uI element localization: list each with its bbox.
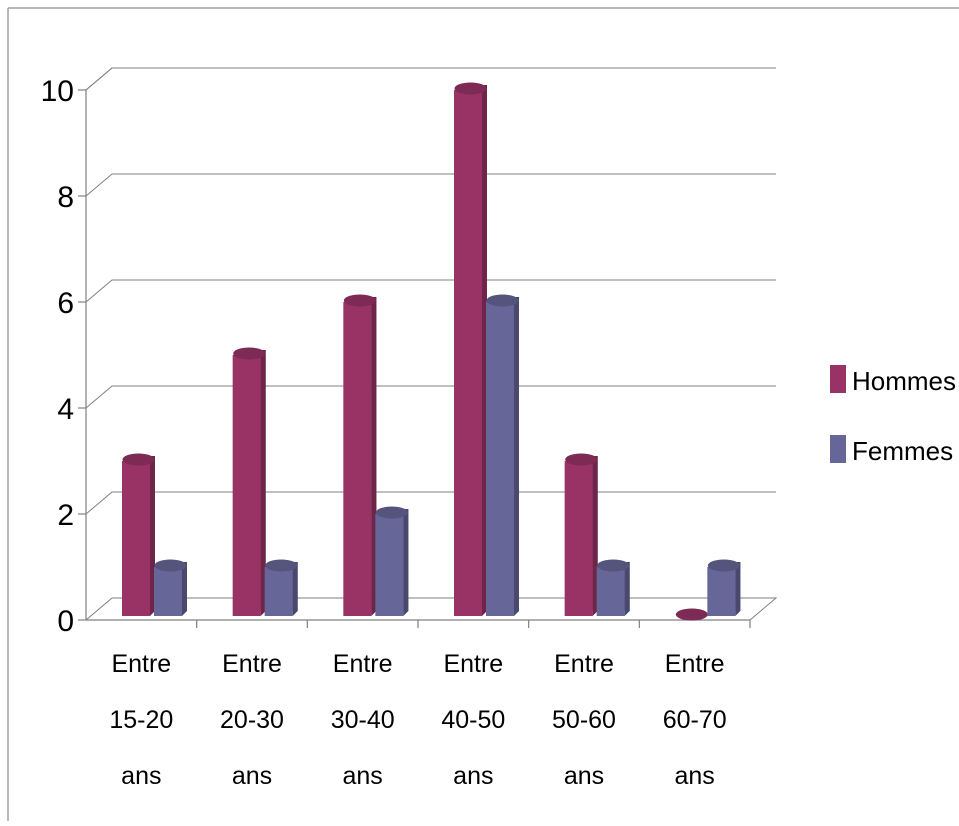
x-category-label: 40-50 (441, 706, 505, 734)
bar-femmes (486, 294, 519, 616)
x-category-label: Entre (111, 650, 171, 678)
bar-side-face (150, 456, 155, 616)
legend-label-hommes: Hommes (852, 366, 956, 396)
bar-top (233, 347, 266, 360)
y-tick-label: 10 (41, 75, 74, 108)
x-category-label: ans (343, 762, 383, 790)
bar-top (154, 559, 187, 572)
back-wall-top-edge (85, 67, 776, 91)
x-category-label: 60-70 (663, 706, 727, 734)
gridline (85, 173, 776, 197)
bar-femmes (596, 559, 630, 616)
bar-hommes (232, 347, 266, 616)
x-category-label: Entre (554, 650, 614, 678)
x-category-label: Entre (222, 650, 282, 678)
bar-side-face (624, 562, 630, 616)
x-category-label: ans (564, 762, 604, 790)
bar-body (375, 514, 404, 616)
bar-body (454, 90, 482, 616)
bar-body (264, 567, 293, 616)
x-category-label: 30-40 (331, 706, 395, 734)
y-tick-label: 2 (57, 499, 74, 532)
y-tick-label: 4 (57, 393, 74, 426)
bar-top (707, 559, 740, 572)
bar-body (486, 302, 514, 616)
bar-hommes (675, 608, 708, 621)
bar-side-face (592, 456, 598, 616)
bar-body (343, 302, 372, 616)
bar-femmes (707, 559, 741, 616)
legend-swatch-hommes (830, 365, 846, 393)
plot-walls (84, 67, 778, 621)
bar-side-face (371, 297, 377, 616)
bar-body (596, 567, 625, 616)
x-category-label: 50-60 (552, 706, 616, 734)
x-category-label: Entre (443, 650, 503, 678)
bar-femmes (375, 506, 409, 616)
bar-hommes (122, 453, 155, 616)
x-category-label: ans (232, 762, 272, 790)
bar-side-face (182, 562, 187, 616)
gridline (85, 279, 776, 303)
bar-body (232, 355, 261, 616)
x-category-label: ans (675, 762, 715, 790)
bar-top (343, 294, 376, 307)
x-category-label: 20-30 (220, 706, 284, 734)
gridlines (85, 67, 776, 515)
axes (78, 89, 751, 628)
x-category-label: Entre (665, 650, 725, 678)
bar-body (707, 567, 736, 616)
bar-body (564, 461, 593, 616)
bar-side-face (735, 562, 741, 616)
y-tick-label: 0 (57, 605, 74, 638)
bar-top (122, 453, 155, 466)
bar-top (375, 506, 408, 519)
bar-hommes (343, 294, 377, 616)
bar-side-face (260, 350, 266, 616)
bar-side-face (292, 562, 298, 616)
bar-femmes (264, 559, 298, 616)
x-category-label: ans (453, 762, 493, 790)
bar-top (565, 453, 598, 466)
bar-femmes (154, 559, 187, 616)
bar-hommes (564, 453, 598, 616)
y-tick-label: 6 (57, 287, 74, 320)
x-category-label: 15-20 (109, 706, 173, 734)
legend: Hommes Femmes (830, 365, 956, 466)
x-category-labels: Entre 15-20 ans Entre 20-30 ans Entre 30-40 ans E… (109, 650, 726, 790)
bar-side-face (482, 85, 487, 616)
gridline (85, 385, 776, 409)
bar-side-face (403, 509, 409, 616)
bar-top (486, 294, 519, 307)
y-tick-labels: 0 2 4 6 8 10 (41, 75, 74, 638)
x-category-label: ans (121, 762, 161, 790)
bar-top (454, 82, 487, 95)
floor-outline (84, 597, 778, 621)
legend-swatch-femmes (830, 435, 846, 463)
bars (122, 82, 741, 621)
bar-side-face (514, 297, 519, 616)
bar-hommes (454, 82, 487, 616)
y-tick-label: 8 (57, 181, 74, 214)
bar-body (154, 567, 182, 616)
gridline (85, 67, 776, 91)
x-category-label: Entre (333, 650, 393, 678)
bar-top (675, 608, 708, 621)
gridline (85, 491, 776, 515)
legend-label-femmes: Femmes (852, 436, 953, 466)
bar-top (265, 559, 298, 572)
bar-top (597, 559, 630, 572)
bar-body (122, 461, 150, 616)
